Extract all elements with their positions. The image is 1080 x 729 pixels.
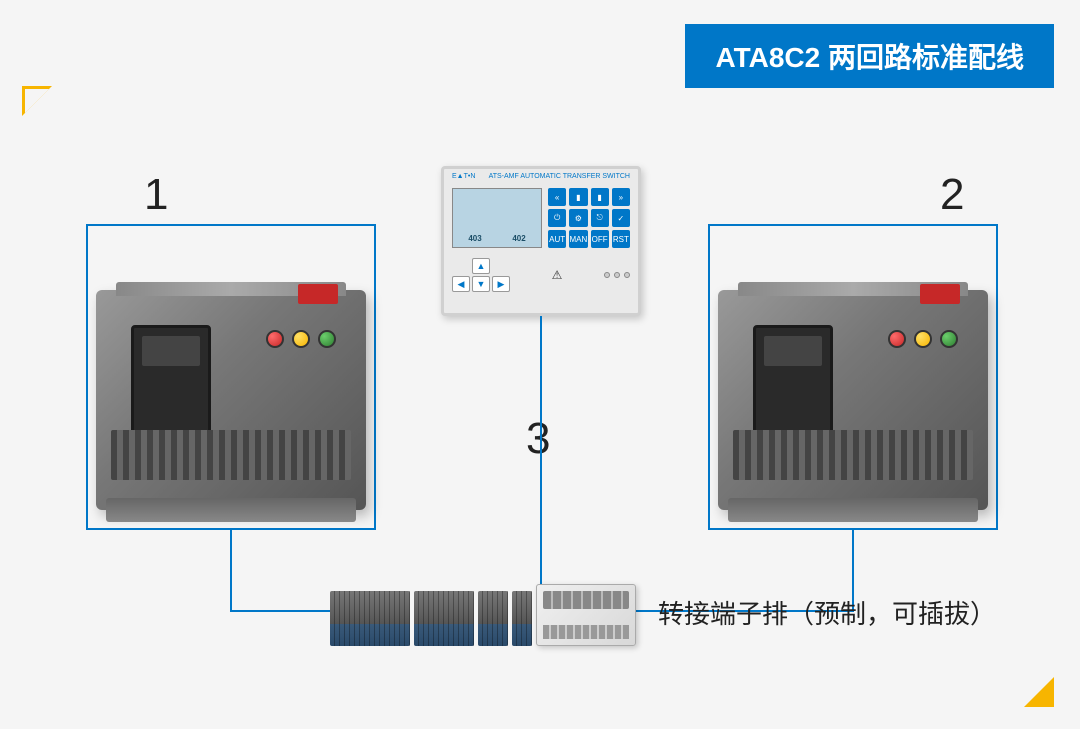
circuit-breaker-2 [718,290,988,510]
terminal-section-2 [414,591,474,646]
controller-screen: 403 402 [452,188,542,248]
controller-model: ATS-AMF AUTOMATIC TRANSFER SWITCH [489,173,630,180]
terminal-caption: 转接端子排（预制，可插拔） [658,594,996,631]
label-2: 2 [940,170,964,220]
wire-left-h [230,610,330,612]
ats-controller-panel: E▲T•N ATS-AMF AUTOMATIC TRANSFER SWITCH … [441,166,641,316]
decor-corner-bottom-right [1024,677,1054,707]
relay-module [536,584,636,646]
controller-brand: E▲T•N [452,173,475,180]
wire-left-v [230,530,232,610]
warning-icon: ⚠ [552,268,563,282]
terminal-section-1 [330,591,410,646]
wire-center-v [540,316,542,584]
status-leds [604,272,630,278]
title-banner: ATA8C2 两回路标准配线 [685,24,1054,88]
terminal-section-4 [512,591,532,646]
label-1: 1 [144,170,168,220]
label-3: 3 [526,414,550,464]
controller-dpad: ▲ ◀▼▶ [452,258,510,292]
terminal-section-3 [478,591,508,646]
terminal-block-row [330,584,636,646]
controller-keypad: «▮▮» ⏻⚙⎋✓ AUTMANOFFRST [548,188,630,248]
circuit-breaker-1 [96,290,366,510]
decor-corner-top-left [22,86,52,116]
